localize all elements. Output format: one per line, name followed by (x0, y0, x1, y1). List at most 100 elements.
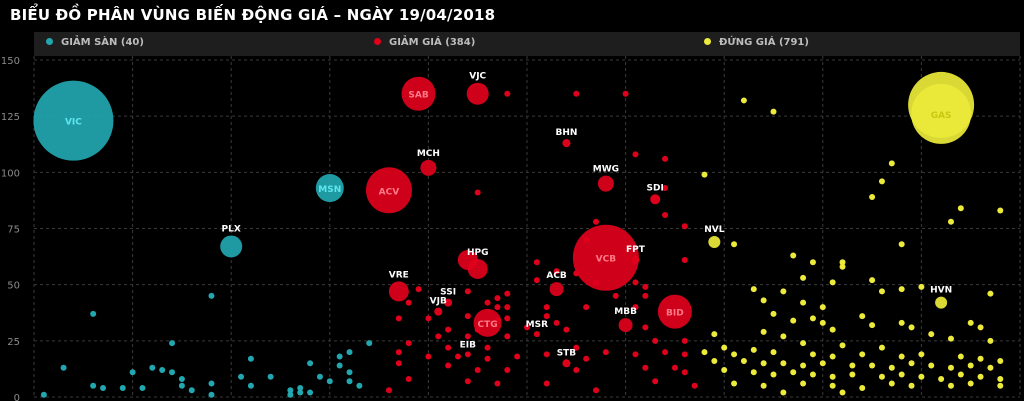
data-point[interactable] (484, 344, 491, 351)
point-msr[interactable] (533, 331, 540, 338)
legend-item-giam-san[interactable]: GIẢM SÀN (40) (46, 37, 144, 48)
data-point[interactable] (947, 382, 954, 389)
data-point[interactable] (898, 353, 905, 360)
data-point[interactable] (346, 349, 353, 356)
data-point[interactable] (287, 391, 294, 398)
data-point[interactable] (711, 331, 718, 338)
data-point[interactable] (316, 373, 323, 380)
data-point[interactable] (947, 218, 954, 225)
data-point[interactable] (445, 344, 452, 351)
data-point[interactable] (297, 385, 304, 392)
data-point[interactable] (888, 364, 895, 371)
point-stb[interactable] (562, 359, 571, 368)
point-mwg[interactable] (597, 175, 614, 192)
data-point[interactable] (662, 155, 669, 162)
data-point[interactable] (997, 207, 1004, 214)
data-point[interactable] (681, 337, 688, 344)
point-eib[interactable] (464, 351, 471, 358)
data-point[interactable] (524, 324, 530, 331)
data-point[interactable] (859, 385, 866, 392)
data-point[interactable] (839, 389, 846, 396)
data-point[interactable] (464, 333, 471, 340)
data-point[interactable] (632, 151, 639, 158)
data-point[interactable] (543, 304, 550, 311)
legend-item-giam-gia[interactable]: GIẢM GIÁ (384) (374, 37, 475, 48)
data-point[interactable] (208, 380, 215, 387)
data-point[interactable] (898, 241, 905, 248)
data-point[interactable] (908, 324, 915, 331)
data-point[interactable] (504, 367, 511, 374)
data-point[interactable] (425, 315, 432, 322)
point-fpt[interactable] (631, 255, 640, 264)
point-sdi[interactable] (650, 194, 661, 205)
data-point[interactable] (790, 317, 797, 324)
point-mbb[interactable] (618, 318, 633, 333)
data-point[interactable] (593, 279, 600, 286)
data-point[interactable] (662, 212, 669, 219)
data-point[interactable] (504, 290, 511, 297)
data-point[interactable] (770, 349, 777, 356)
data-point[interactable] (888, 160, 895, 167)
data-point[interactable] (652, 378, 659, 385)
data-point[interactable] (809, 371, 816, 378)
data-point[interactable] (149, 364, 156, 371)
data-point[interactable] (474, 189, 481, 196)
data-point[interactable] (395, 349, 402, 356)
data-point[interactable] (287, 387, 294, 394)
data-point[interactable] (987, 364, 994, 371)
data-point[interactable] (750, 346, 757, 353)
data-point[interactable] (385, 387, 392, 394)
data-point[interactable] (543, 313, 550, 320)
point-vre[interactable] (388, 281, 409, 302)
data-point[interactable] (800, 362, 807, 369)
data-point[interactable] (504, 304, 511, 311)
data-point[interactable] (800, 299, 807, 306)
data-point[interactable] (898, 286, 905, 293)
data-point[interactable] (770, 371, 777, 378)
data-point[interactable] (819, 360, 826, 367)
data-point[interactable] (553, 268, 560, 275)
data-point[interactable] (957, 353, 964, 360)
data-point[interactable] (928, 331, 935, 338)
point-bhn[interactable] (562, 139, 571, 148)
data-point[interactable] (721, 367, 728, 374)
data-point[interactable] (780, 389, 787, 396)
data-point[interactable] (869, 277, 876, 284)
data-point[interactable] (602, 349, 609, 356)
data-point[interactable] (474, 367, 481, 374)
data-point[interactable] (967, 380, 974, 387)
data-point[interactable] (780, 288, 787, 295)
data-point[interactable] (247, 355, 254, 362)
data-point[interactable] (583, 236, 590, 243)
data-point[interactable] (859, 313, 866, 320)
data-point[interactable] (800, 340, 807, 347)
data-point[interactable] (139, 385, 146, 392)
point-hpg[interactable] (467, 258, 488, 279)
data-point[interactable] (997, 376, 1004, 383)
point-sab[interactable] (401, 76, 436, 111)
data-point[interactable] (632, 279, 639, 286)
data-point[interactable] (307, 389, 314, 396)
data-point[interactable] (494, 304, 501, 311)
data-point[interactable] (336, 362, 343, 369)
data-point[interactable] (346, 369, 353, 376)
data-point[interactable] (967, 319, 974, 326)
data-point[interactable] (563, 326, 570, 333)
data-point[interactable] (445, 362, 452, 369)
data-point[interactable] (770, 108, 777, 115)
data-point[interactable] (878, 373, 885, 380)
data-point[interactable] (425, 353, 432, 360)
data-point[interactable] (652, 337, 659, 344)
point-bid[interactable] (657, 294, 692, 329)
data-point[interactable] (573, 270, 580, 277)
data-point[interactable] (494, 295, 501, 302)
data-point[interactable] (829, 279, 836, 286)
data-point[interactable] (464, 288, 471, 295)
data-point[interactable] (829, 373, 836, 380)
data-point[interactable] (681, 223, 688, 230)
data-point[interactable] (178, 376, 185, 383)
data-point[interactable] (790, 252, 797, 259)
data-point[interactable] (405, 376, 412, 383)
data-point[interactable] (583, 355, 590, 362)
data-point[interactable] (366, 340, 373, 347)
